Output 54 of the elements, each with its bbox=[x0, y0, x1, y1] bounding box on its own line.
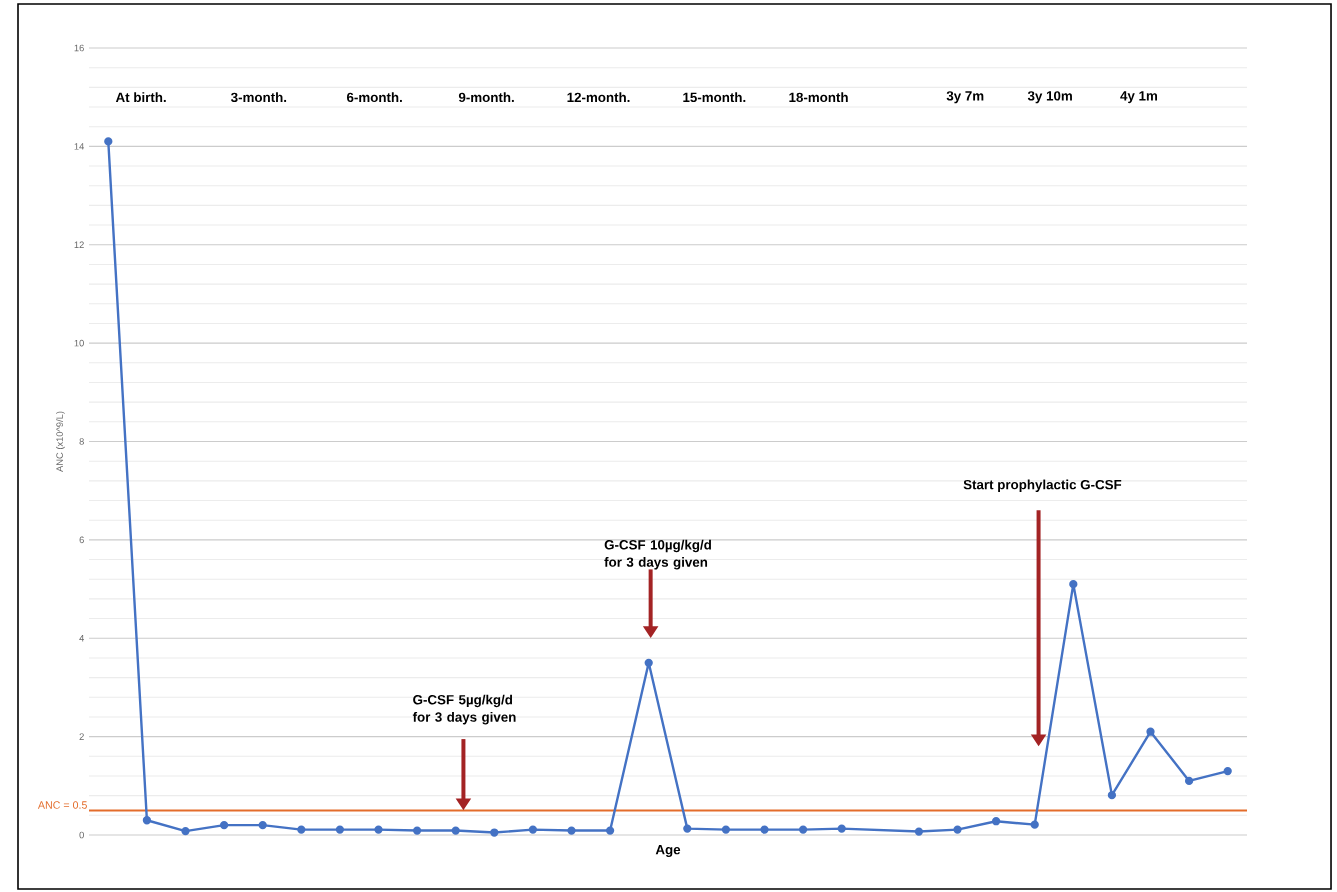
point bbox=[142, 816, 152, 825]
point bbox=[644, 658, 653, 667]
point bbox=[953, 825, 962, 834]
annotation: 3y 7m bbox=[946, 91, 984, 104]
annotation: At birth. bbox=[115, 92, 166, 103]
point bbox=[219, 821, 229, 830]
point bbox=[1107, 791, 1117, 800]
y-axis-title: ANC (x10^9/L) bbox=[56, 411, 65, 472]
point bbox=[721, 825, 731, 834]
point bbox=[798, 825, 808, 834]
point bbox=[1184, 776, 1194, 786]
point bbox=[297, 825, 306, 834]
y-tick-label: 14 bbox=[74, 143, 85, 150]
annotation: Start prophylactic G-CSF bbox=[963, 479, 1122, 492]
point bbox=[914, 827, 924, 836]
point bbox=[412, 826, 422, 835]
point bbox=[258, 821, 267, 830]
point bbox=[605, 826, 615, 835]
annotation: 3y 10m bbox=[1027, 91, 1072, 104]
y-tick-label: 10 bbox=[74, 339, 84, 347]
ref-line-label: ANC = 0.5 bbox=[37, 801, 87, 809]
point bbox=[991, 817, 1001, 826]
point bbox=[374, 825, 383, 834]
point bbox=[837, 824, 846, 833]
annotation: G-CSF 10µg/kg/d for 3 days given bbox=[604, 539, 711, 570]
y-tick-label: 8 bbox=[79, 438, 84, 445]
point bbox=[181, 826, 190, 836]
point bbox=[1146, 727, 1155, 736]
annotation: 18-month bbox=[789, 92, 848, 103]
annotation: 3-month. bbox=[231, 92, 287, 103]
point bbox=[104, 137, 113, 146]
annotation: 4y 1m bbox=[1120, 91, 1157, 104]
annotation: G-CSF 5µg/kg/d for 3 days given bbox=[412, 694, 516, 725]
y-tick-label: 6 bbox=[79, 536, 84, 544]
point bbox=[335, 825, 345, 834]
y-tick-label: 0 bbox=[79, 831, 84, 839]
point bbox=[490, 828, 499, 837]
point bbox=[1069, 580, 1078, 589]
point bbox=[1030, 820, 1039, 829]
point bbox=[760, 825, 769, 834]
annotation: 9-month. bbox=[458, 92, 514, 103]
annotation: 15-month. bbox=[683, 92, 746, 103]
y-tick-label: 4 bbox=[79, 635, 85, 642]
y-tick-label: 12 bbox=[74, 241, 84, 248]
point bbox=[451, 826, 460, 835]
y-tick-label: 2 bbox=[79, 733, 84, 740]
point bbox=[683, 824, 692, 833]
annotation: 12-month. bbox=[567, 92, 630, 103]
point bbox=[567, 826, 576, 835]
x-axis-title: Age bbox=[655, 845, 681, 858]
point bbox=[1223, 766, 1232, 776]
y-tick-label: 16 bbox=[74, 44, 84, 52]
annotation: 6-month. bbox=[346, 92, 402, 103]
point bbox=[528, 825, 538, 834]
